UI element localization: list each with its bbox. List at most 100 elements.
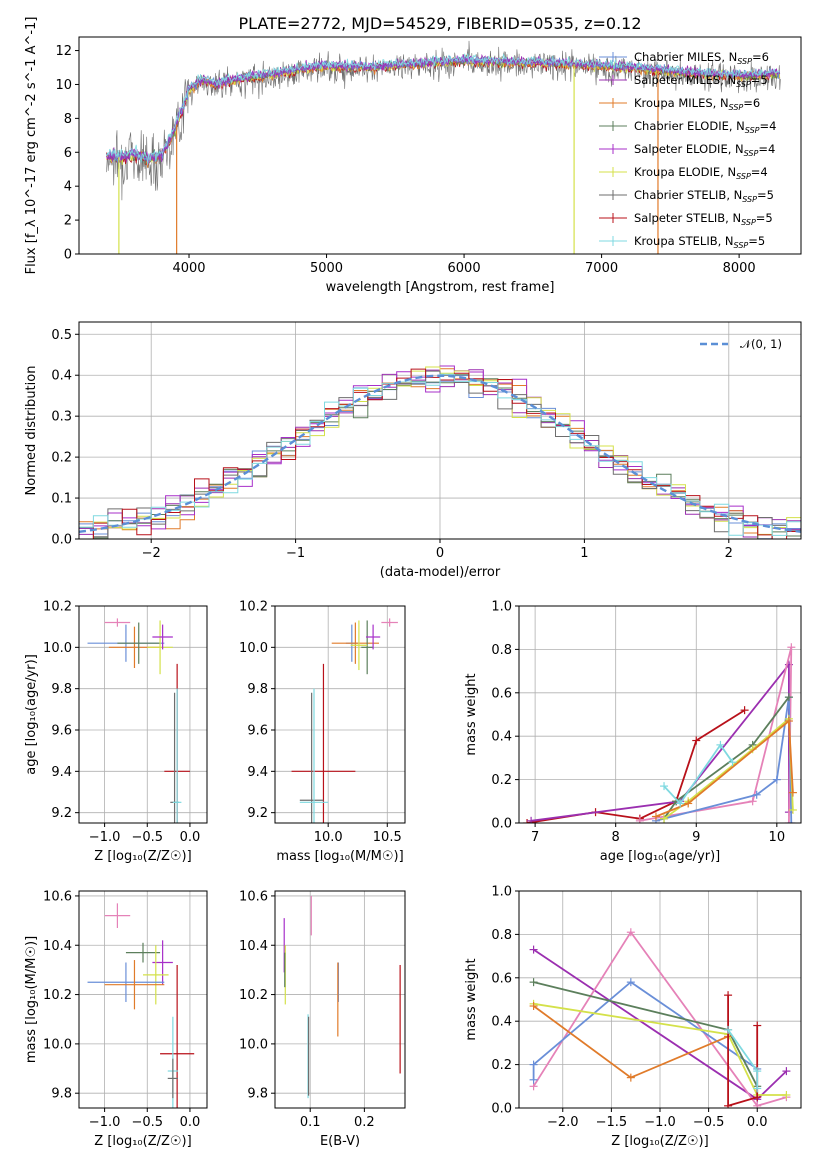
x-tick-label: −1.5	[596, 1115, 628, 1130]
axes-frame	[518, 605, 802, 824]
y-tick-label: 2	[64, 214, 72, 229]
x-tick-label: 10.0	[314, 830, 343, 845]
plot-area	[79, 891, 207, 1108]
y-tick-label: 0	[64, 248, 72, 263]
plot-area	[79, 606, 207, 823]
y-tick-label: 10.0	[239, 1037, 268, 1052]
legend-entry: Chabrier ELODIE, NSSP=4	[634, 119, 776, 135]
plot-area	[275, 606, 405, 823]
plot-area	[106, 40, 781, 254]
panel-residuals: −2 −1 0 1 2 0.0 0.1 0.2 0.3 0.4 0.5 (data-model)/er…	[24, 321, 802, 580]
y-tick-label: 0.6	[491, 971, 512, 986]
x-tick-label: 7	[531, 830, 539, 845]
legend-entry: Kroupa ELODIE, NSSP=4	[634, 165, 768, 181]
y-tick-label: 0.1	[51, 492, 72, 507]
spectrum-line	[106, 53, 780, 166]
y-tick-label: 9.2	[247, 806, 268, 821]
y-tick-label: 9.2	[51, 806, 72, 821]
x-axis-label: Z [log₁₀(Z/Z☉)]	[611, 1134, 708, 1149]
y-tick-label: 12	[55, 44, 72, 59]
y-tick-label: 9.8	[247, 1087, 268, 1102]
x-axis-label: (data-model)/error	[380, 565, 501, 580]
normal-curve	[79, 374, 801, 533]
y-axis-label: Flux [f_λ 10^-17 erg cm^-2 s^-1 A^-1]	[24, 17, 39, 275]
x-tick-label: 7000	[585, 261, 618, 276]
axes-frame	[78, 605, 208, 824]
plot-area	[519, 606, 801, 823]
y-tick-label: 0.3	[51, 410, 72, 425]
y-tick-label: 10	[55, 78, 72, 93]
x-axis-label: mass [log₁₀(M/M☉)]	[276, 849, 403, 864]
x-tick-label: −0.5	[693, 1115, 725, 1130]
y-tick-label: 10.0	[43, 1037, 72, 1052]
x-tick-label: 0	[436, 546, 444, 561]
x-tick-label: 1	[580, 546, 588, 561]
x-tick-label: 2	[725, 546, 733, 561]
panel-age-vs-mass: 10.0 10.5 9.2 9.4 9.6 9.8 10.0 10.2 mass [log₁₀(…	[239, 600, 406, 864]
y-tick-label: 9.8	[51, 1087, 72, 1102]
axes-frame	[78, 36, 802, 255]
weight-line	[532, 980, 758, 1080]
y-tick-label: 10.4	[43, 939, 72, 954]
y-tick-label: 9.6	[247, 724, 268, 739]
plot-area	[519, 891, 801, 1108]
x-axis-label: age [log₁₀(age/yr)]	[600, 849, 721, 864]
x-tick-label: 0.0	[180, 1115, 201, 1130]
y-tick-label: 0.5	[51, 328, 72, 343]
y-tick-label: 0.0	[491, 1102, 512, 1117]
x-tick-label: 8000	[723, 261, 756, 276]
x-tick-label: 0.0	[180, 830, 201, 845]
y-tick-label: 9.6	[51, 724, 72, 739]
weight-line	[532, 930, 787, 1107]
weight-line	[533, 1002, 787, 1096]
y-tick-label: 9.8	[247, 682, 268, 697]
axes-frame	[78, 321, 802, 540]
y-axis-label: mass weight	[464, 673, 479, 755]
legend-entry: Salpeter ELODIE, NSSP=4	[634, 142, 775, 158]
y-tick-label: 0.2	[51, 451, 72, 466]
y-tick-label: 8	[64, 112, 72, 127]
figure-title: PLATE=2772, MJD=54529, FIBERID=0535, z=0…	[238, 14, 641, 33]
x-axis-label: Z [log₁₀(Z/Z☉)]	[94, 1134, 191, 1149]
y-axis-label: mass [log₁₀(M/M☉)]	[24, 936, 39, 1063]
y-tick-label: 10.2	[43, 600, 72, 615]
x-tick-label: −1	[286, 546, 305, 561]
y-tick-label: 0.4	[51, 369, 72, 384]
y-axis-label: mass weight	[464, 958, 479, 1040]
weight-line	[727, 995, 759, 1108]
x-tick-label: 0.1	[300, 1115, 321, 1130]
y-tick-label: 1.0	[491, 600, 512, 615]
histogram-step	[79, 366, 801, 539]
y-tick-label: 4	[64, 180, 72, 195]
y-tick-label: 1.0	[491, 885, 512, 900]
x-tick-label: 10	[769, 830, 786, 845]
y-tick-label: 0.8	[491, 643, 512, 658]
y-tick-label: 10.2	[239, 600, 268, 615]
y-tick-label: 10.4	[239, 939, 268, 954]
y-tick-label: 9.4	[247, 765, 268, 780]
axes-frame	[274, 605, 406, 824]
y-axis-label: age [log₁₀(age/yr)]	[24, 654, 39, 775]
axes-frame	[78, 890, 208, 1109]
y-tick-label: 6	[64, 146, 72, 161]
plot-area	[79, 322, 801, 539]
axes-frame	[518, 890, 802, 1109]
axes-frame	[274, 890, 406, 1109]
weight-line	[663, 743, 734, 805]
panel-mass-vs-EBV: 0.1 0.2 9.8 10.0 10.2 10.4 10.6 E(B-V)	[239, 889, 406, 1149]
x-tick-label: 4000	[172, 261, 205, 276]
weight-line	[655, 719, 794, 818]
x-tick-label: −1.0	[89, 1115, 121, 1130]
y-tick-label: 0.4	[491, 1015, 512, 1030]
panel-mass-vs-Z: −1.0 −0.5 0.0 9.8 10.0 10.2 10.4 10.6 Z [log₁₀(Z…	[24, 889, 208, 1149]
y-tick-label: 0.2	[491, 773, 512, 788]
panel-age-vs-Z: −1.0 −0.5 0.0 9.2 9.4 9.6 9.8 10.0 10.2 Z [log₁₀(…	[24, 600, 208, 864]
y-tick-label: 0.2	[491, 1058, 512, 1073]
y-tick-label: 10.6	[239, 889, 268, 904]
x-tick-label: 0.2	[354, 1115, 375, 1130]
legend-entry: Kroupa MILES, NSSP=6	[634, 96, 760, 112]
panel-spectrum: 4000 5000 6000 7000 8000 0 2 4 6 8 10 12 wavelength …	[24, 17, 802, 295]
panel-weight-vs-age: 7 8 9 10 0.0 0.2 0.4 0.6 0.8 1.0 age [log₁₀(age/yr…	[464, 600, 802, 864]
legend-entry: Chabrier MILES, NSSP=6	[634, 50, 769, 66]
